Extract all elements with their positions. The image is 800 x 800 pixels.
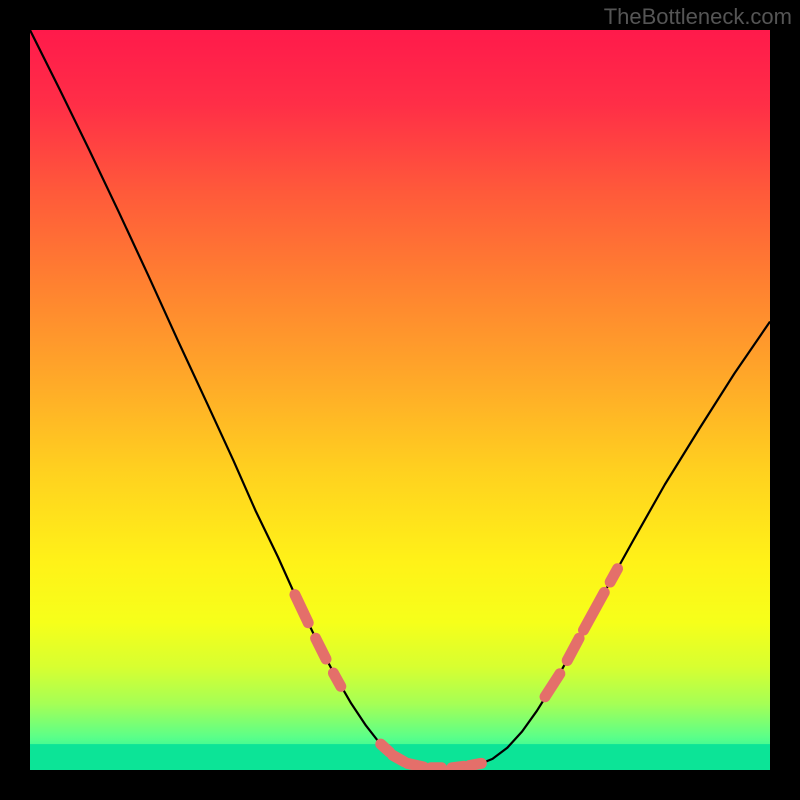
marker-segment (381, 744, 390, 752)
gradient-background (30, 30, 770, 770)
plot-area (30, 30, 770, 770)
watermark-label: TheBottleneck.com (604, 4, 792, 30)
marker-segment (470, 763, 482, 765)
marker-segment (452, 766, 464, 767)
marker-segment (610, 569, 617, 582)
chart-container: TheBottleneck.com (0, 0, 800, 800)
marker-segment (333, 673, 340, 686)
marker-segment (407, 763, 423, 767)
chart-svg (30, 30, 770, 770)
